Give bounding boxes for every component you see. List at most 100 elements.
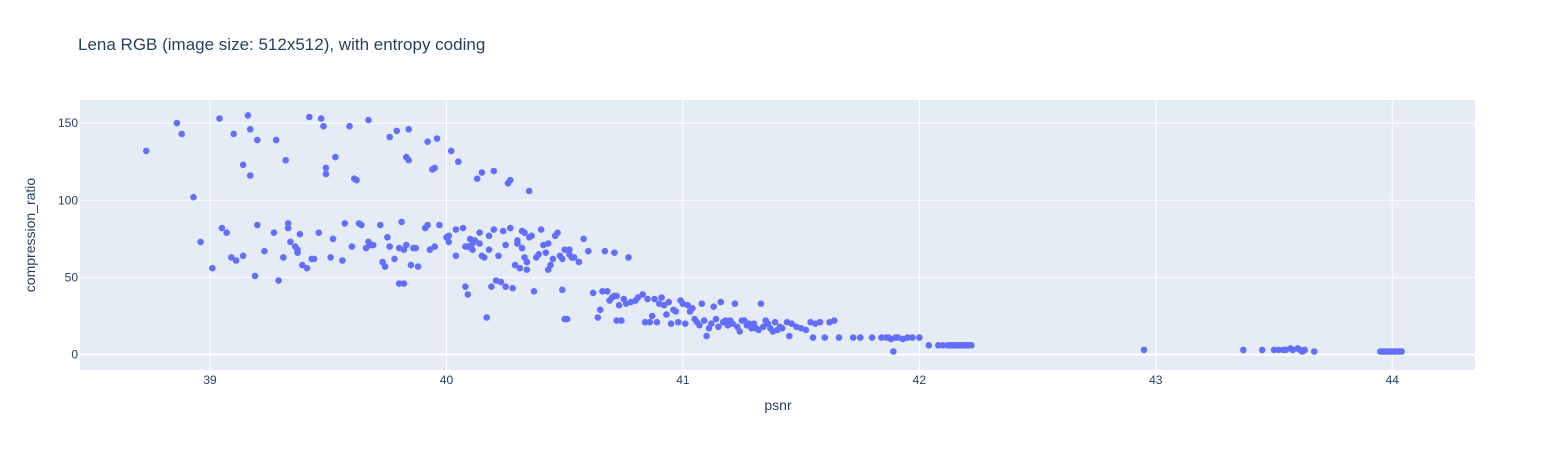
data-point[interactable] [708,320,715,328]
data-point[interactable] [431,164,439,172]
data-point[interactable] [497,278,505,286]
data-point[interactable] [299,261,306,269]
data-point[interactable] [502,241,509,249]
data-point[interactable] [599,288,606,295]
data-point[interactable] [604,288,611,295]
data-point[interactable] [253,221,261,229]
data-point[interactable] [760,323,767,331]
data-point[interactable] [405,126,413,133]
data-point[interactable] [462,283,469,291]
data-point[interactable] [332,153,339,161]
data-point[interactable] [320,122,327,130]
data-point[interactable] [646,318,654,326]
data-point[interactable] [329,235,337,243]
data-point[interactable] [518,244,526,252]
data-point[interactable] [400,280,408,287]
data-point[interactable] [452,226,460,233]
data-point[interactable] [223,229,230,236]
data-point[interactable] [566,246,573,253]
data-point[interactable] [362,244,370,252]
data-point[interactable] [395,280,403,287]
data-point[interactable] [788,320,795,328]
data-point[interactable] [878,334,885,341]
data-point[interactable] [502,283,509,291]
data-point[interactable] [405,156,413,164]
data-point[interactable] [315,229,323,236]
data-point[interactable] [696,322,703,329]
data-point[interactable] [809,334,817,341]
data-point[interactable] [209,264,216,272]
data-point[interactable] [712,315,720,323]
data-point[interactable] [757,300,765,308]
data-point[interactable] [703,332,710,340]
data-point[interactable] [830,317,838,324]
data-point[interactable] [585,247,592,255]
data-point[interactable] [521,229,528,236]
data-point[interactable] [1258,346,1266,354]
data-point[interactable] [674,318,682,326]
data-point[interactable] [414,263,422,270]
data-point[interactable] [698,300,706,308]
data-point[interactable] [190,193,197,201]
data-point[interactable] [452,252,460,260]
data-point[interactable] [282,156,290,164]
data-point[interactable] [464,243,472,250]
data-point[interactable] [239,252,247,260]
data-point[interactable] [445,232,453,240]
data-point[interactable] [246,172,254,179]
data-point[interactable] [218,224,226,232]
data-point[interactable] [509,284,516,292]
data-point[interactable] [523,258,531,266]
data-point[interactable] [478,169,486,176]
data-point[interactable] [1270,346,1278,354]
data-point[interactable] [563,315,571,323]
data-point[interactable] [1398,348,1405,355]
data-point[interactable] [272,136,280,144]
data-point[interactable] [618,317,625,324]
data-point[interactable] [341,220,349,227]
data-point[interactable] [648,312,656,320]
data-point[interactable] [939,342,947,349]
data-point[interactable] [306,113,313,121]
data-point[interactable] [483,314,491,321]
data-point[interactable] [689,305,696,312]
data-point[interactable] [339,257,346,264]
data-point[interactable] [537,226,545,233]
data-point[interactable] [755,326,762,334]
data-point[interactable] [381,263,389,270]
data-point[interactable] [244,112,252,119]
data-point[interactable] [431,243,439,250]
data-point[interactable] [653,318,661,326]
data-point[interactable] [294,246,301,253]
data-point[interactable] [786,332,793,340]
data-point[interactable] [485,246,493,253]
data-point[interactable] [514,240,521,247]
data-point[interactable] [353,176,360,184]
data-point[interactable] [369,241,377,249]
data-point[interactable] [476,240,483,247]
data-point[interactable] [490,167,498,175]
data-point[interactable] [403,241,410,249]
data-point[interactable] [407,261,415,269]
data-point[interactable] [857,334,864,341]
data-point[interactable] [469,246,476,253]
data-point[interactable] [528,232,535,240]
data-point[interactable] [1275,346,1283,354]
data-point[interactable] [667,320,675,328]
data-point[interactable] [433,135,441,142]
data-point[interactable] [611,249,618,256]
data-point[interactable] [589,289,597,297]
data-point[interactable] [142,147,150,155]
data-point[interactable] [570,254,578,261]
data-point[interactable] [542,249,550,256]
data-point[interactable] [601,247,609,255]
data-point[interactable] [412,244,420,252]
data-point[interactable] [476,229,483,236]
data-point[interactable] [507,224,514,232]
data-point[interactable] [253,136,261,144]
data-point[interactable] [436,221,443,229]
data-point[interactable] [525,187,533,195]
data-point[interactable] [634,294,642,301]
data-point[interactable] [365,116,372,124]
data-point[interactable] [485,232,493,240]
